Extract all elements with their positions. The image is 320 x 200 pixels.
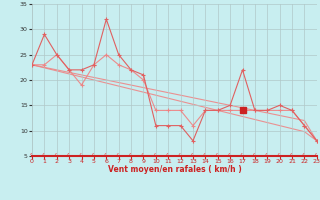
X-axis label: Vent moyen/en rafales ( km/h ): Vent moyen/en rafales ( km/h ) (108, 165, 241, 174)
